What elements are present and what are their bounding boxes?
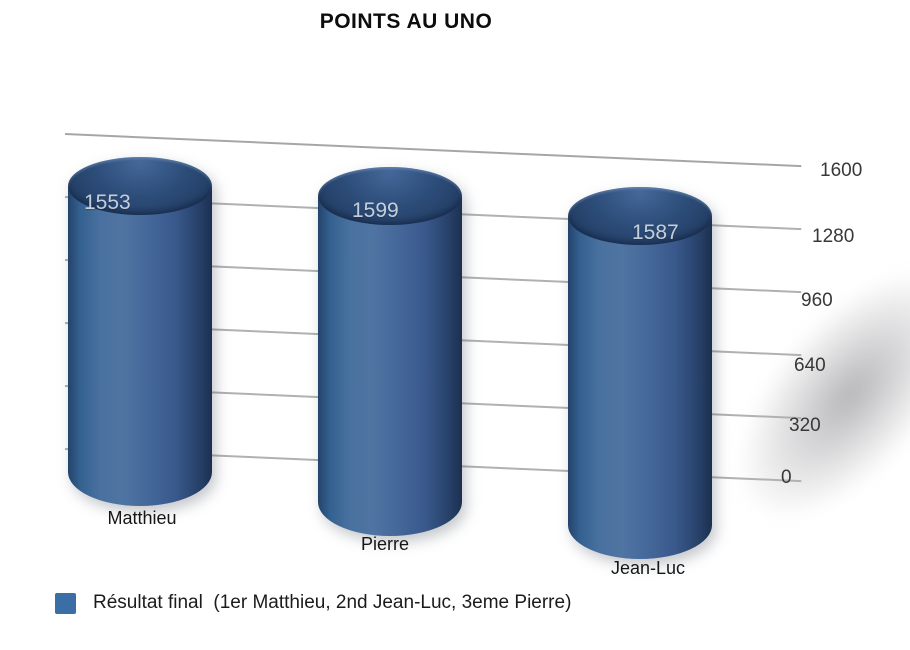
bar-pierre: 1599 — [318, 167, 462, 536]
y-axis-tick-label: 640 — [794, 355, 826, 376]
bar-top-cap — [318, 167, 462, 225]
legend: Résultat final (1er Matthieu, 2nd Jean-L… — [55, 592, 571, 614]
category-label-matthieu: Matthieu — [107, 508, 177, 528]
bar-top-cap — [68, 157, 212, 215]
bar-body — [568, 216, 712, 559]
bar-value-label: 1553 — [84, 191, 131, 214]
bar-jean-luc: 1587 — [568, 187, 712, 559]
bar-body — [318, 196, 462, 536]
category-label-jean-luc: Jean-Luc — [610, 558, 686, 578]
bar-body — [68, 186, 212, 506]
y-axis-tick-label: 960 — [801, 290, 833, 311]
category-label-pierre: Pierre — [360, 534, 410, 554]
legend-color-swatch — [55, 592, 76, 614]
bar-value-label: 1587 — [632, 221, 679, 244]
chart-title: POINTS AU UNO — [319, 10, 493, 33]
bar-value-label: 1599 — [352, 199, 399, 222]
floor-shadow — [696, 231, 910, 559]
bar-top-cap — [568, 187, 712, 245]
y-axis-tick-label: 1600 — [820, 160, 863, 181]
bar-matthieu: 1553 — [68, 157, 212, 506]
y-axis-tick-label: 1280 — [812, 226, 855, 247]
legend-label: Résultat final (1er Matthieu, 2nd Jean-L… — [93, 592, 572, 613]
y-axis-tick-label: 0 — [781, 467, 792, 488]
y-axis-tick-label: 320 — [789, 415, 821, 436]
